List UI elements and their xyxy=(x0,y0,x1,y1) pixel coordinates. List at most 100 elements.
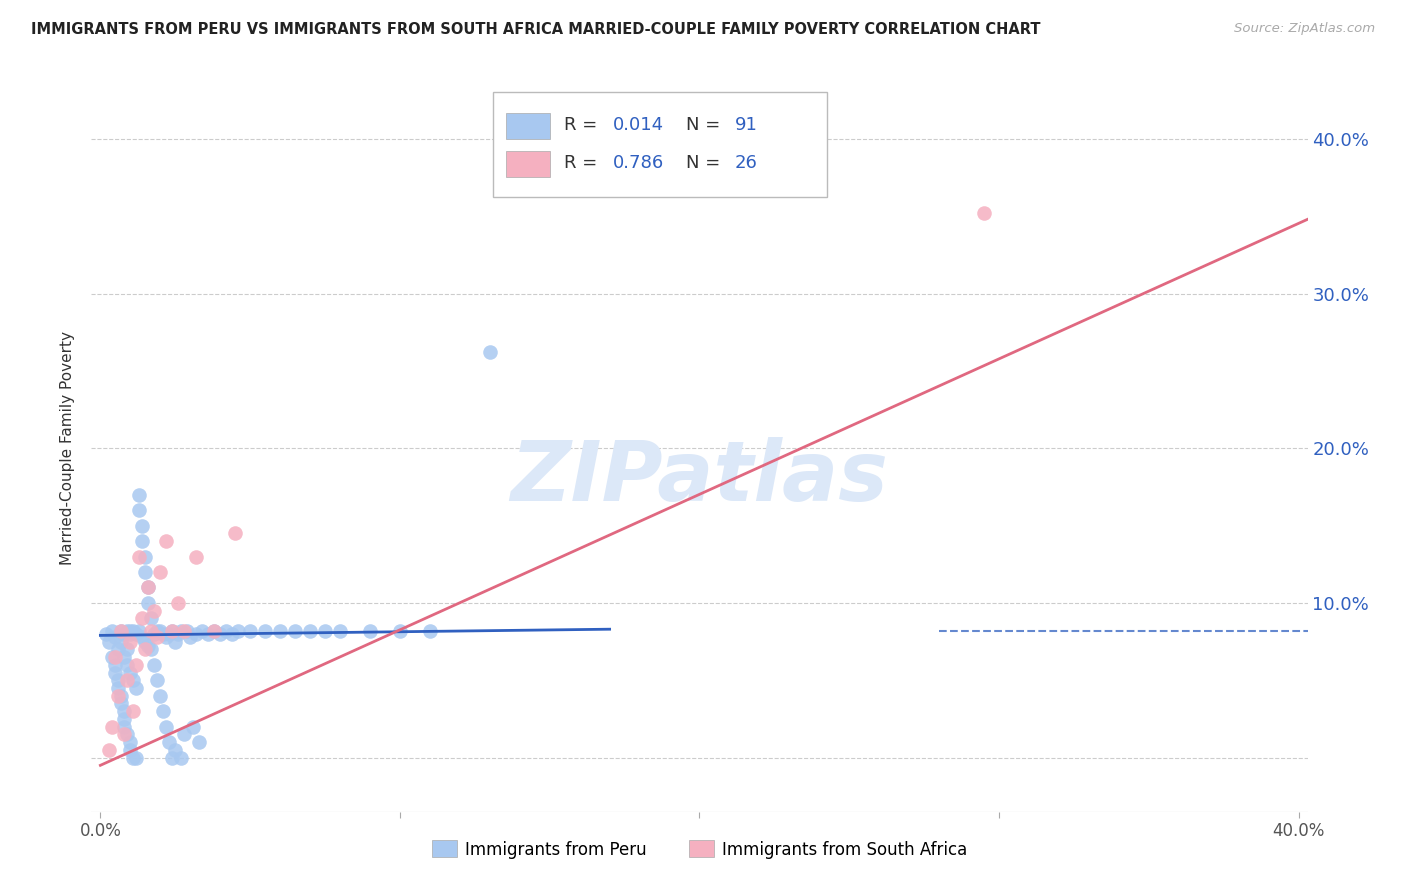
Point xyxy=(146,630,169,644)
Point xyxy=(152,704,174,718)
Text: R =: R = xyxy=(564,116,603,134)
Point xyxy=(239,624,262,638)
Point xyxy=(191,624,214,638)
Point xyxy=(131,630,153,644)
Point xyxy=(117,642,139,657)
Point xyxy=(186,549,208,564)
Point xyxy=(107,642,129,657)
Point xyxy=(112,712,135,726)
Point xyxy=(143,657,166,672)
Point xyxy=(141,611,163,625)
Point xyxy=(112,627,135,641)
Point xyxy=(167,596,190,610)
Point xyxy=(162,624,184,638)
Point xyxy=(107,689,129,703)
Point xyxy=(176,624,198,638)
Point xyxy=(167,627,190,641)
Point xyxy=(101,650,124,665)
Point xyxy=(155,534,177,549)
Point xyxy=(284,624,307,638)
Point xyxy=(202,624,225,638)
Text: 0.786: 0.786 xyxy=(613,153,665,171)
Point xyxy=(136,581,159,595)
Point xyxy=(98,634,121,648)
Point xyxy=(152,627,174,641)
Legend: Immigrants from Peru, Immigrants from South Africa: Immigrants from Peru, Immigrants from So… xyxy=(425,834,974,865)
Point xyxy=(122,750,145,764)
Point xyxy=(141,642,163,657)
Point xyxy=(122,704,145,718)
Point xyxy=(157,735,180,749)
Point xyxy=(143,604,166,618)
Point xyxy=(104,630,127,644)
Point xyxy=(173,624,195,638)
Point xyxy=(141,624,163,638)
Point xyxy=(122,624,145,638)
Point xyxy=(155,630,177,644)
Point xyxy=(314,624,336,638)
Point xyxy=(388,624,411,638)
Point xyxy=(157,627,180,641)
Point xyxy=(128,503,150,517)
FancyBboxPatch shape xyxy=(506,113,550,139)
Point xyxy=(98,743,121,757)
Text: IMMIGRANTS FROM PERU VS IMMIGRANTS FROM SOUTH AFRICA MARRIED-COUPLE FAMILY POVER: IMMIGRANTS FROM PERU VS IMMIGRANTS FROM … xyxy=(31,22,1040,37)
Point xyxy=(120,624,142,638)
Point xyxy=(107,681,129,695)
Y-axis label: Married-Couple Family Poverty: Married-Couple Family Poverty xyxy=(60,331,76,566)
Point xyxy=(134,642,156,657)
Point xyxy=(221,627,243,641)
Point xyxy=(120,743,142,757)
Text: 0.014: 0.014 xyxy=(613,116,664,134)
Point xyxy=(181,720,204,734)
Point xyxy=(269,624,291,638)
Text: 91: 91 xyxy=(735,116,758,134)
Point xyxy=(120,627,142,641)
Point xyxy=(188,735,211,749)
Point xyxy=(101,720,124,734)
Point xyxy=(149,624,172,638)
Point xyxy=(165,634,187,648)
Point xyxy=(117,657,139,672)
Point xyxy=(146,673,169,688)
Point xyxy=(143,627,166,641)
Point xyxy=(112,720,135,734)
Point xyxy=(136,596,159,610)
Point xyxy=(136,581,159,595)
Text: R =: R = xyxy=(564,153,603,171)
Point xyxy=(973,206,995,220)
Text: Source: ZipAtlas.com: Source: ZipAtlas.com xyxy=(1234,22,1375,36)
Point xyxy=(329,624,352,638)
Point xyxy=(128,549,150,564)
Point xyxy=(128,624,150,638)
Point xyxy=(122,673,145,688)
Point xyxy=(107,673,129,688)
Point xyxy=(96,627,118,641)
Point xyxy=(120,735,142,749)
Point xyxy=(224,526,246,541)
Point xyxy=(197,627,219,641)
Point xyxy=(149,565,172,579)
Point xyxy=(125,750,148,764)
Point xyxy=(299,624,322,638)
Point xyxy=(478,345,501,359)
Point xyxy=(215,624,238,638)
Point xyxy=(125,627,148,641)
FancyBboxPatch shape xyxy=(492,92,827,197)
Text: 26: 26 xyxy=(735,153,758,171)
Point xyxy=(117,727,139,741)
Point xyxy=(128,488,150,502)
Point xyxy=(101,624,124,638)
Point xyxy=(110,634,132,648)
Text: N =: N = xyxy=(686,153,725,171)
Point xyxy=(149,689,172,703)
Point xyxy=(359,624,381,638)
Point xyxy=(162,750,184,764)
Point xyxy=(104,657,127,672)
Point xyxy=(117,673,139,688)
Point xyxy=(110,697,132,711)
Point xyxy=(134,565,156,579)
FancyBboxPatch shape xyxy=(506,151,550,178)
Point xyxy=(131,611,153,625)
Point xyxy=(136,639,159,653)
